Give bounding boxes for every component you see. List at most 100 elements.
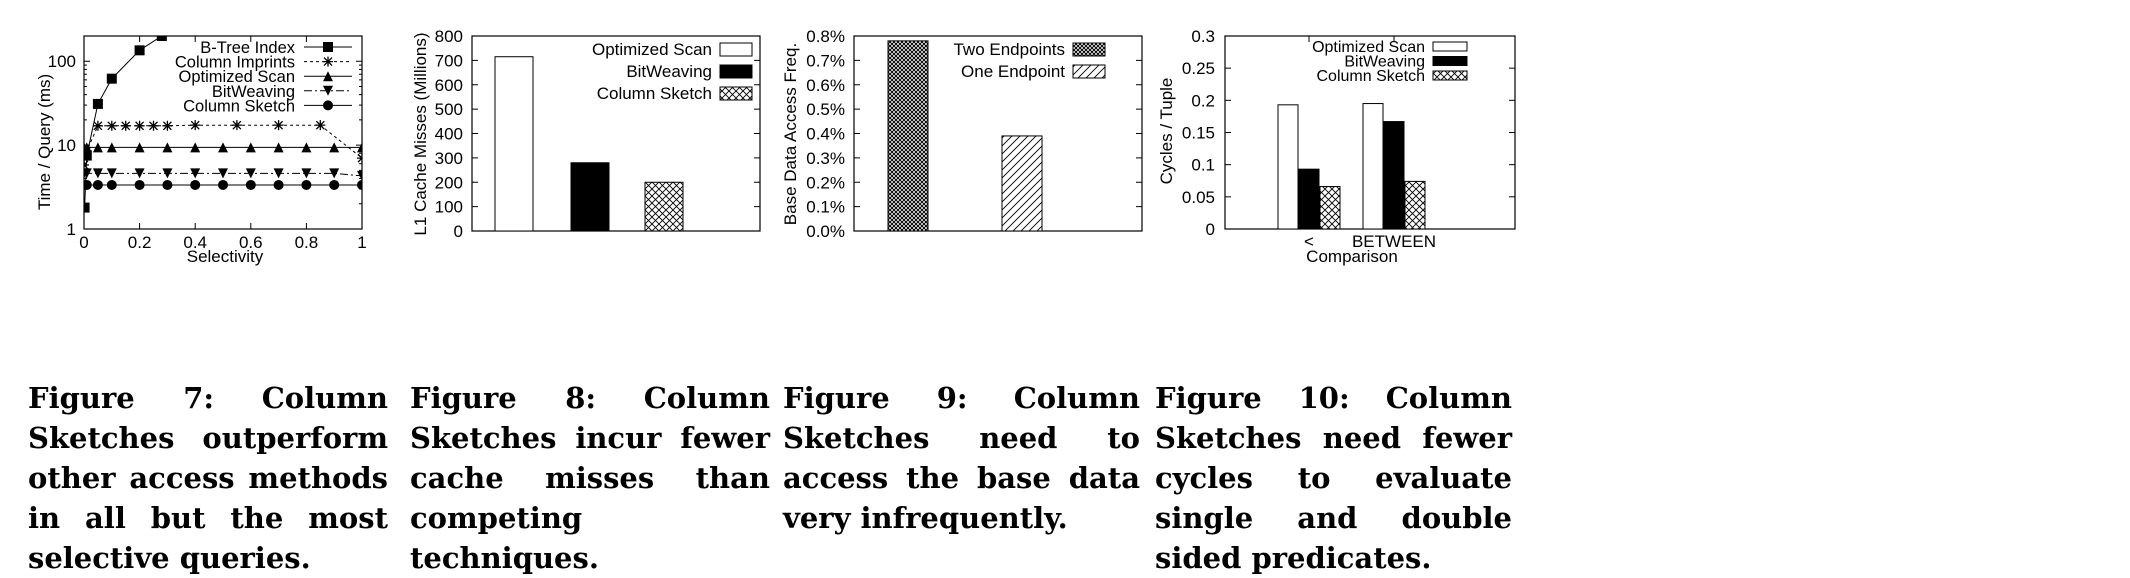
figure-8-ytick-label-0: 0 — [454, 222, 463, 241]
figure-8-ylabel: L1 Cache Misses (Millions) — [411, 32, 430, 235]
figure-10-ytick-label-2: 0.1 — [1191, 156, 1215, 175]
figure-8-legend-swatch-bitweaving — [719, 64, 753, 79]
figure-7-xtick-label-3: 0.6 — [239, 233, 263, 252]
figure-8-ytick-label-8: 800 — [435, 27, 463, 46]
figure-10-ytick-label-6: 0.3 — [1191, 27, 1215, 46]
figure-7-point-b-tree-index-4 — [134, 45, 145, 56]
figure-10-legend-label-bitweaving: BitWeaving — [1344, 54, 1425, 71]
figure-7-point-bitweaving-4 — [134, 168, 145, 179]
figure-10-bar-bitweaving-0 — [1298, 168, 1320, 230]
figure-10-bar-column-sketch-1 — [1404, 180, 1426, 230]
figure-7-legend-marker-b-tree-index — [323, 42, 333, 52]
figure-7-point-bitweaving-3 — [106, 168, 117, 179]
figure-9-caption-label: Figure 9: — [783, 381, 968, 415]
figure-8-bar-column-sketch — [644, 181, 684, 232]
figure-7-ytick-label-1: 10 — [57, 136, 76, 155]
figure-7-point-column-imprints-7 — [162, 120, 173, 131]
figure-7-point-column-sketch-1 — [84, 179, 92, 190]
figure-7-series-b-tree-index — [84, 36, 167, 213]
figure-7-point-optimized-scan-9 — [273, 142, 284, 153]
figure-7-point-b-tree-index-5 — [156, 36, 167, 41]
figure-8-ytick-label-1: 100 — [435, 198, 463, 217]
figure-7-point-bitweaving-8 — [245, 168, 256, 179]
figure-10-ytick-label-0: 0 — [1206, 220, 1215, 239]
figure-7-point-column-sketch-6 — [190, 179, 201, 190]
figure-10-legend-swatch-optimized-scan — [1432, 41, 1468, 52]
figure-7-caption: Figure 7: Column Sketches outperform oth… — [28, 378, 388, 578]
figure-7-point-optimized-scan-12 — [357, 142, 362, 153]
figure-7-point-column-sketch-10 — [301, 179, 312, 190]
figure-8-axes: 0 100 200 300 400 500 600 700 800 — [435, 27, 761, 241]
figure-7-ytick-label-2: 100 — [48, 52, 76, 71]
figure-9-ytick-label-0: 0.0% — [806, 222, 845, 241]
figure-7-point-column-imprints-8 — [190, 120, 201, 131]
figure-9-ytick-label-6: 0.6% — [806, 76, 845, 95]
figure-10-legend-swatch-column-sketch — [1432, 70, 1468, 81]
figure-7-point-column-sketch-7 — [218, 179, 228, 190]
figure-7-xtick-label-2: 0.4 — [183, 233, 207, 252]
figure-8-legend-swatch-optimized-scan — [719, 42, 753, 57]
figure-7-point-bitweaving-2 — [92, 168, 103, 179]
figure-7-xtick-label-0: 0 — [79, 233, 88, 252]
figure-10-xlabel: Comparison — [1306, 247, 1398, 266]
figure-7-point-column-sketch-2 — [92, 179, 103, 190]
figure-7-point-column-sketch-9 — [273, 179, 284, 190]
figure-9-bar-chart: Base Data Access Freq. 0.0%0.1%0.2%0.3%0… — [781, 27, 1143, 241]
figure-8-ytick-label-2: 200 — [435, 173, 463, 192]
figure-10-bar-chart: Cycles / Tuple Comparison 0 0.05 0.1 0.15 0.… — [1157, 27, 1516, 266]
figure-8-legend-label-bitweaving: BitWeaving — [626, 62, 712, 81]
figure-7-line-chart: Time / Query (ms) Selectivity 1 10 100 0 0.2… — [35, 35, 367, 266]
figure-8-ytick-label-5: 500 — [435, 100, 463, 119]
figure-9-legend-label-two-endpoints: Two Endpoints — [953, 40, 1065, 59]
figure-9-ytick-label-1: 0.1% — [806, 198, 845, 217]
figure-8-ytick-label-3: 300 — [435, 149, 463, 168]
figure-10-ytick-label-3: 0.15 — [1182, 124, 1215, 143]
figure-10-axes: 0 0.05 0.1 0.15 0.2 0.25 0.3 < BETWEEN — [1182, 27, 1516, 251]
figure-7-point-column-sketch-11 — [329, 179, 340, 190]
figure-8-legend-label-optimized-scan: Optimized Scan — [592, 40, 712, 59]
figure-8-ytick-label-6: 600 — [435, 76, 463, 95]
figure-7-xtick-label-4: 0.8 — [295, 233, 319, 252]
figure-10-caption-label: Figure 10: — [1155, 381, 1350, 415]
figure-10-legend-label-column-sketch: Column Sketch — [1317, 68, 1426, 85]
figure-7-xtick-label-5: 1 — [357, 233, 366, 252]
figure-7-caption-label: Figure 7: — [28, 381, 215, 415]
figure-9-ytick-label-4: 0.4% — [806, 125, 845, 144]
figure-7-series-column-sketch — [84, 179, 362, 190]
figure-7-point-column-imprints-9 — [231, 120, 242, 131]
figure-10-bar-optimized-scan-0 — [1277, 104, 1299, 230]
figure-9-ylabel: Base Data Access Freq. — [781, 43, 800, 225]
figure-10-ylabel: Cycles / Tuple — [1157, 78, 1176, 185]
figure-7-point-column-sketch-3 — [106, 179, 117, 190]
figure-7-ytick-label-0: 1 — [67, 220, 76, 239]
figure-7-point-column-imprints-2 — [92, 120, 103, 131]
figure-9-ytick-label-7: 0.7% — [806, 51, 845, 70]
figure-8-ytick-label-7: 700 — [435, 51, 463, 70]
figure-8-caption-label: Figure 8: — [410, 381, 597, 415]
figure-7-series-bitweaving — [84, 168, 362, 181]
figure-7-point-column-sketch-4 — [134, 179, 145, 190]
figure-7-point-column-imprints-5 — [134, 120, 145, 131]
figure-7-point-optimized-scan-5 — [162, 142, 173, 153]
figure-7-point-optimized-scan-1 — [84, 142, 92, 153]
figure-7-legend-marker-optimized-scan — [323, 71, 333, 82]
figure-7-point-optimized-scan-8 — [245, 142, 256, 153]
figure-7-point-column-imprints-6 — [148, 120, 159, 131]
figure-9-ytick-label-3: 0.3% — [806, 149, 845, 168]
figure-8-bar-bitweaving — [570, 162, 610, 232]
figure-10-bar-optimized-scan-1 — [1362, 103, 1384, 230]
figure-7-point-b-tree-index-1 — [84, 150, 92, 161]
figure-7-point-bitweaving-1 — [84, 168, 92, 179]
figure-9-axes: 0.0% 0.1% 0.2% 0.3% 0.4% 0.5% 0.6% 0.7% 0.8% — [806, 27, 1143, 241]
figure-7-legend-marker-column-sketch — [323, 100, 333, 111]
figure-9-legend-label-one-endpoint: One Endpoint — [961, 62, 1065, 81]
figure-10-bar-bitweaving-1 — [1383, 121, 1405, 230]
figure-10-xtick-label-0: < — [1304, 232, 1314, 251]
figure-7-point-b-tree-index-2 — [92, 98, 103, 109]
figure-7-plot-frame — [83, 35, 363, 230]
figure-10-caption: Figure 10: Column Sketches need fewer cy… — [1155, 378, 1512, 578]
figure-9-legend-swatch-one-endpoint — [1072, 64, 1106, 79]
figure-7-point-optimized-scan-3 — [106, 142, 117, 153]
figure-7-point-optimized-scan-6 — [190, 142, 201, 153]
